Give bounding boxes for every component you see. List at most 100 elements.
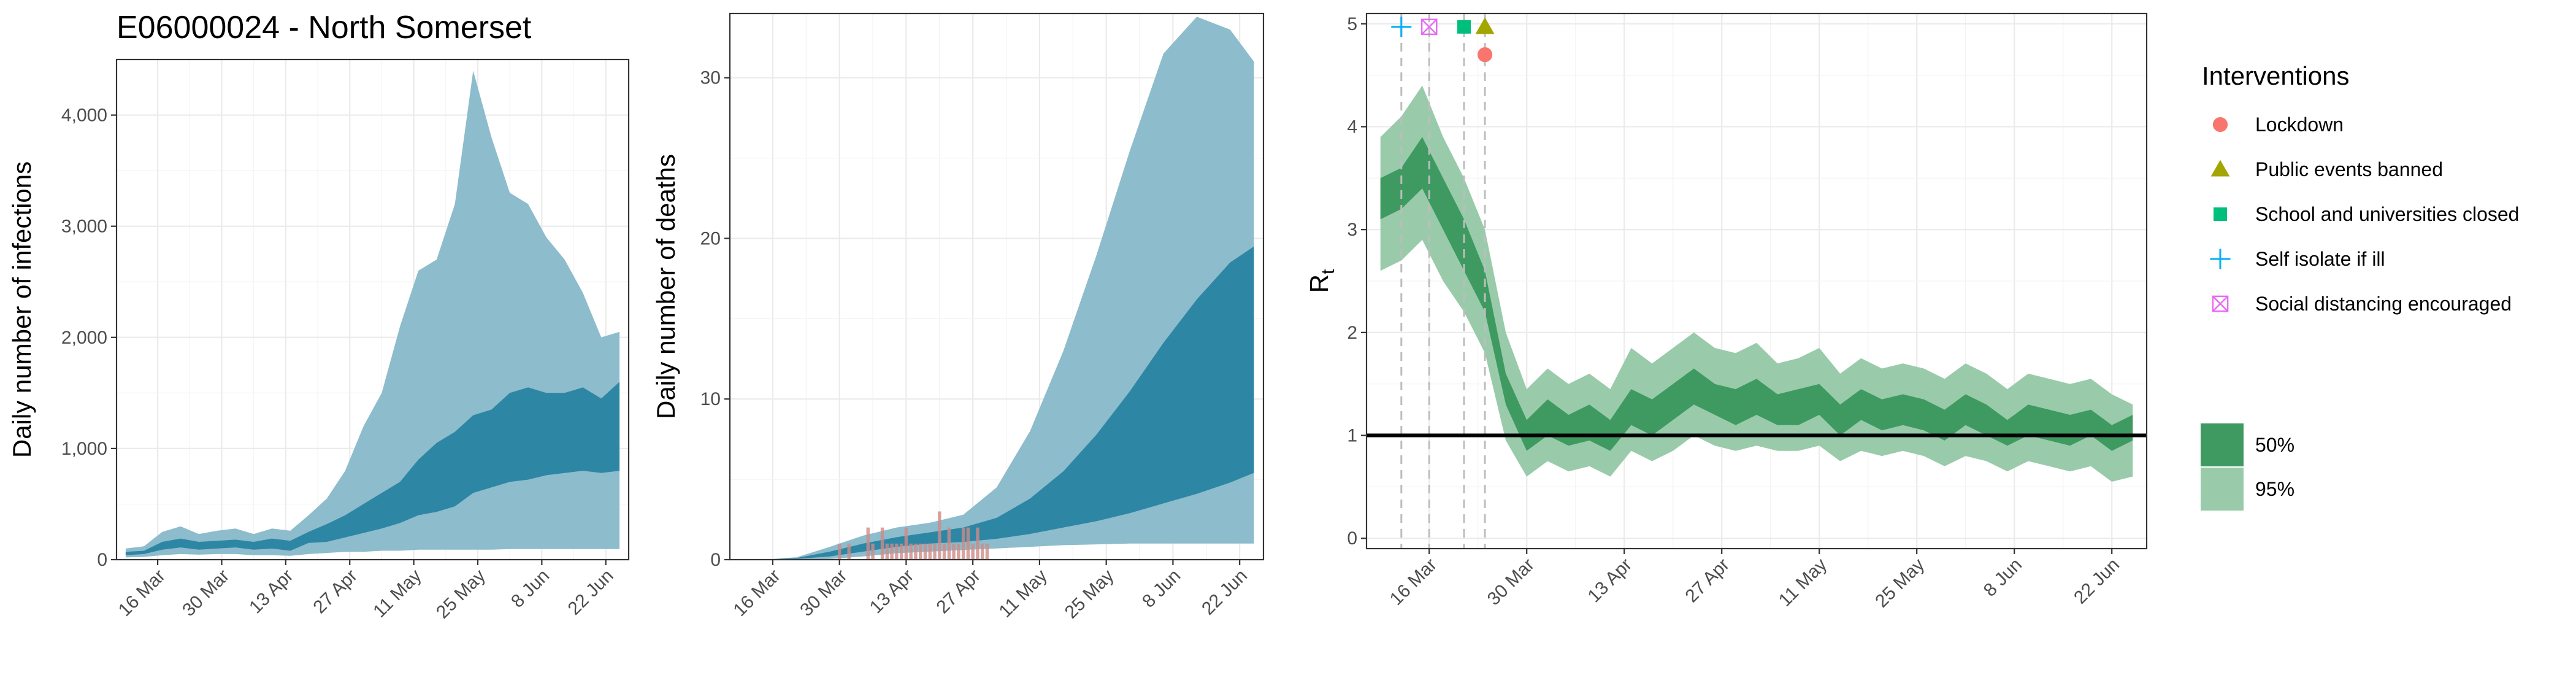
x-tick-label: 8 Jun	[507, 566, 553, 612]
death-bar	[885, 543, 889, 560]
y-tick-label: 4,000	[61, 106, 107, 126]
intervention-marker	[1420, 18, 1438, 36]
band-50	[125, 382, 620, 555]
death-bar	[985, 543, 989, 560]
y-axis-title-main: Daily number of infections	[7, 161, 36, 458]
death-bar	[976, 527, 979, 560]
legend-band-items: 50% 95%	[2201, 423, 2294, 511]
band-95	[125, 71, 620, 558]
death-bar	[847, 543, 851, 560]
deaths-panel: 16 Mar 30 Mar 13 Apr 27 Apr 11 May 25 May 8 Ju…	[651, 12, 1265, 623]
legend-marker	[2210, 249, 2231, 269]
death-bar	[938, 511, 941, 560]
panel-border	[1365, 12, 2148, 550]
y-tick-label: 0	[1347, 528, 1357, 549]
y-tick-label: 30	[700, 68, 721, 88]
legend-marker	[2212, 295, 2229, 312]
intervention-marker	[1391, 17, 1412, 37]
death-bar	[890, 543, 894, 560]
x-tick-label: 16 Mar	[115, 566, 169, 620]
death-bar	[895, 543, 899, 560]
y-axis-title-sub: t	[1318, 269, 1338, 274]
legend-band-swatch	[2201, 423, 2244, 466]
x-tick-label: 27 Apr	[1681, 555, 1733, 607]
death-bar	[957, 543, 960, 560]
legend-title: Interventions	[2202, 61, 2349, 90]
y-axis-title-main: R	[1305, 274, 1333, 293]
death-bar	[871, 543, 875, 560]
legend-band-swatch	[2201, 468, 2244, 511]
intervention-marker	[1477, 47, 1493, 63]
x-tick-label: 27 Apr	[310, 566, 362, 618]
y-tick-label: 3	[1347, 220, 1357, 240]
legend-intervention-items: Lockdown Public events banned School and u…	[2210, 114, 2519, 315]
death-bar	[928, 543, 932, 560]
y-tick-label: 2	[1347, 323, 1357, 343]
y-tick-label: 0	[97, 550, 107, 570]
x-tick-label: 16 Mar	[729, 566, 784, 620]
y-tick-label: 1	[1347, 426, 1357, 446]
legend-marker	[2210, 160, 2230, 177]
x-tick-label: 13 Apr	[866, 566, 918, 618]
death-bar	[961, 527, 965, 560]
panel-border	[729, 12, 1265, 561]
legend-label: Self isolate if ill	[2255, 248, 2385, 270]
x-tick-label: 25 May	[1871, 555, 1928, 612]
legend-marker	[2214, 207, 2227, 221]
death-bar	[942, 543, 946, 560]
death-bar	[899, 543, 903, 560]
y-tick-label: 0	[710, 550, 721, 570]
death-bar	[952, 543, 956, 560]
y-tick-label: 3,000	[61, 217, 107, 237]
panel-border	[115, 58, 630, 561]
legend-band-label: 50%	[2255, 434, 2294, 456]
death-bar	[909, 543, 913, 560]
rt-panel: 16 Mar 30 Mar 13 Apr 27 Apr 11 May 25 May 8 Ju…	[1305, 12, 2148, 612]
x-tick-label: 25 May	[1061, 566, 1118, 623]
y-tick-label: 2,000	[61, 328, 107, 348]
death-bar	[904, 527, 908, 560]
x-tick-label: 11 May	[995, 566, 1051, 622]
intervention-marker	[1475, 17, 1495, 34]
y-axis-title-main: Daily number of deaths	[651, 154, 680, 419]
band-50	[1380, 137, 2133, 451]
infections-panel: 16 Mar 30 Mar 13 Apr 27 Apr 11 May 25 May 8 Ju…	[7, 58, 630, 623]
band-50	[763, 246, 1254, 560]
legend-label: School and universities closed	[2255, 203, 2519, 225]
legend-label: Social distancing encouraged	[2255, 293, 2512, 315]
legend-band-label: 95%	[2255, 478, 2294, 500]
death-bar	[914, 543, 918, 560]
x-tick-label: 8 Jun	[1138, 566, 1184, 612]
x-tick-label: 11 May	[1775, 555, 1831, 611]
y-axis-title: Rt	[1305, 269, 1338, 293]
x-tick-label: 30 Mar	[796, 566, 851, 620]
chart-title: E06000024 - North Somerset	[117, 10, 532, 45]
y-tick-label: 20	[700, 228, 721, 249]
legend-label: Lockdown	[2255, 114, 2344, 136]
y-tick-label: 5	[1347, 14, 1357, 34]
death-bar	[918, 543, 922, 560]
x-tick-label: 27 Apr	[932, 566, 984, 618]
x-tick-label: 30 Mar	[178, 566, 233, 620]
y-axis-title: Daily number of deaths	[651, 154, 680, 419]
legend: Interventions Lockdown Public events bann…	[2201, 61, 2519, 511]
x-tick-label: 13 Apr	[1584, 555, 1636, 607]
death-bar	[947, 527, 951, 560]
x-tick-label: 22 Jun	[1198, 566, 1251, 619]
band-95	[1380, 85, 2133, 482]
y-tick-label: 10	[700, 389, 721, 409]
x-tick-label: 11 May	[369, 566, 425, 622]
x-tick-label: 25 May	[432, 566, 489, 623]
death-bar	[923, 543, 927, 560]
legend-label: Public events banned	[2255, 158, 2443, 180]
x-tick-label: 30 Mar	[1484, 555, 1538, 609]
y-tick-label: 4	[1347, 117, 1357, 137]
death-bar	[971, 543, 975, 560]
x-tick-label: 16 Mar	[1386, 555, 1441, 609]
interventions	[1391, 14, 1495, 549]
death-bar	[866, 527, 870, 560]
legend-marker	[2212, 117, 2228, 133]
x-tick-label: 22 Jun	[564, 566, 618, 619]
y-tick-label: 1,000	[61, 439, 107, 459]
